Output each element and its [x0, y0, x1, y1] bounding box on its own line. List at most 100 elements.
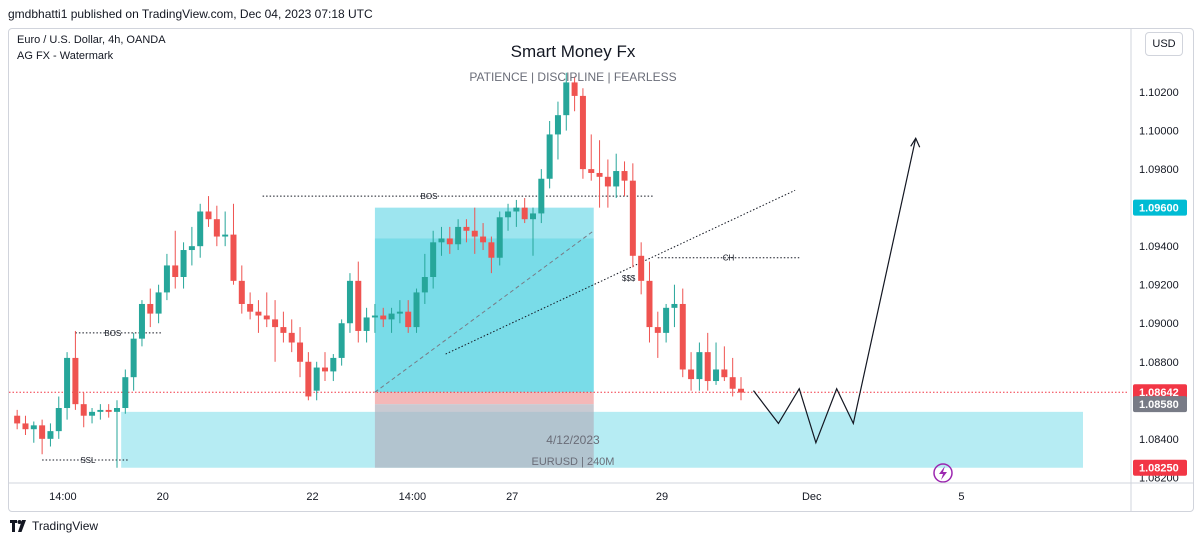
candle-body[interactable] [546, 134, 553, 179]
candle-body[interactable] [163, 265, 170, 293]
candle-body[interactable] [571, 82, 578, 96]
candle-body[interactable] [22, 423, 29, 430]
candle-body[interactable] [488, 242, 495, 258]
candle-body[interactable] [380, 315, 387, 320]
candle-body[interactable] [371, 315, 378, 318]
chart-canvas[interactable]: BOS BOS CH SSL $$$ Smart Money Fx PATIENCE | D… [9, 29, 1193, 511]
projection-path[interactable] [753, 138, 917, 445]
candle-body[interactable] [39, 425, 46, 439]
demand-zone[interactable] [121, 411, 1083, 468]
candle-body[interactable] [346, 280, 353, 324]
position-loss-zone[interactable] [374, 392, 594, 405]
candle-body[interactable] [122, 377, 129, 409]
tradingview-brand[interactable]: TradingView [32, 519, 99, 533]
candle-body[interactable] [213, 219, 220, 237]
candle-body[interactable] [97, 409, 104, 412]
candle-body[interactable] [671, 303, 678, 308]
candle-body[interactable] [138, 303, 145, 339]
candle-body[interactable] [313, 367, 320, 391]
candle-body[interactable] [114, 408, 120, 412]
currency-button[interactable]: USD [1145, 32, 1183, 56]
candle-body[interactable] [704, 352, 711, 382]
candle-body[interactable] [438, 238, 445, 243]
candle-body[interactable] [505, 211, 512, 218]
candle-body[interactable] [238, 280, 245, 304]
price-label-tag[interactable] [1133, 199, 1187, 216]
candle-body[interactable] [463, 226, 470, 231]
candle-body[interactable] [579, 95, 586, 170]
price-label-tag[interactable] [1133, 396, 1187, 413]
candle-body[interactable] [413, 292, 420, 328]
candle-body[interactable] [521, 207, 528, 220]
candle-body[interactable] [72, 357, 79, 405]
candle-body[interactable] [596, 172, 603, 177]
candle-body[interactable] [538, 178, 545, 214]
candle-body[interactable] [47, 431, 54, 439]
candle-body[interactable] [421, 277, 428, 293]
candle-body[interactable] [280, 327, 287, 333]
chart-frame[interactable]: BOS BOS CH SSL $$$ Smart Money Fx PATIENCE | D… [8, 28, 1194, 512]
candle-body[interactable] [480, 236, 487, 243]
candle-body[interactable] [604, 176, 611, 187]
candle-body[interactable] [147, 303, 154, 314]
candle-body[interactable] [729, 377, 736, 389]
candle-body[interactable] [563, 82, 570, 116]
candle-body[interactable] [363, 317, 370, 331]
candle-body[interactable] [654, 327, 661, 333]
candle-body[interactable] [446, 238, 453, 245]
candle-body[interactable] [288, 332, 295, 343]
candle-body[interactable] [55, 408, 62, 432]
candle-body[interactable] [388, 313, 395, 320]
candle-body[interactable] [721, 369, 728, 378]
candle-body[interactable] [405, 311, 412, 328]
candle-body[interactable] [646, 280, 653, 328]
candle-body[interactable] [679, 303, 686, 370]
candle-body[interactable] [496, 217, 503, 258]
candle-body[interactable] [197, 211, 204, 247]
candle-body[interactable] [188, 246, 195, 251]
candle-body[interactable] [247, 303, 254, 312]
candle-body[interactable] [471, 230, 478, 237]
candle-body[interactable] [64, 357, 71, 409]
candle-body[interactable] [30, 425, 37, 430]
candle-body[interactable] [297, 342, 304, 362]
candle-body[interactable] [14, 415, 21, 424]
candle-body[interactable] [230, 234, 237, 281]
candle-body[interactable] [396, 311, 403, 314]
candle-body[interactable] [180, 250, 187, 277]
candle-body[interactable] [263, 315, 270, 320]
candle-body[interactable] [338, 323, 345, 358]
candle-body[interactable] [322, 367, 328, 372]
candle-body[interactable] [455, 226, 462, 245]
candle-body[interactable] [554, 115, 561, 135]
price-label-tag[interactable] [1133, 459, 1187, 476]
tradingview-logo-icon[interactable] [10, 520, 28, 532]
candle-body[interactable] [105, 409, 112, 412]
candle-body[interactable] [613, 171, 620, 187]
candle-body[interactable] [355, 280, 362, 331]
candle-body[interactable] [80, 404, 87, 416]
candle-body[interactable] [513, 207, 520, 212]
symbol-title[interactable]: Euro / U.S. Dollar, 4h, OANDA [17, 34, 166, 46]
candle-body[interactable] [205, 211, 212, 220]
candle-body[interactable] [305, 361, 312, 397]
candle-body[interactable] [155, 292, 162, 314]
candle-body[interactable] [629, 180, 636, 256]
candle-body[interactable] [222, 234, 229, 237]
candle-body[interactable] [130, 338, 137, 378]
candle-body[interactable] [330, 357, 337, 372]
candle-body[interactable] [172, 265, 179, 277]
candle-body[interactable] [688, 369, 695, 380]
candle-body[interactable] [430, 242, 437, 277]
candle-body[interactable] [530, 213, 536, 220]
candle-body[interactable] [738, 388, 744, 393]
candle-body[interactable] [696, 352, 703, 380]
lightning-icon[interactable] [933, 463, 953, 483]
candle-body[interactable] [638, 255, 645, 281]
candle-body[interactable] [588, 169, 595, 173]
candle-body[interactable] [89, 411, 96, 416]
candle-body[interactable] [621, 171, 628, 181]
candle-body[interactable] [713, 369, 720, 382]
candle-body[interactable] [255, 311, 262, 316]
candle-body[interactable] [272, 319, 279, 328]
